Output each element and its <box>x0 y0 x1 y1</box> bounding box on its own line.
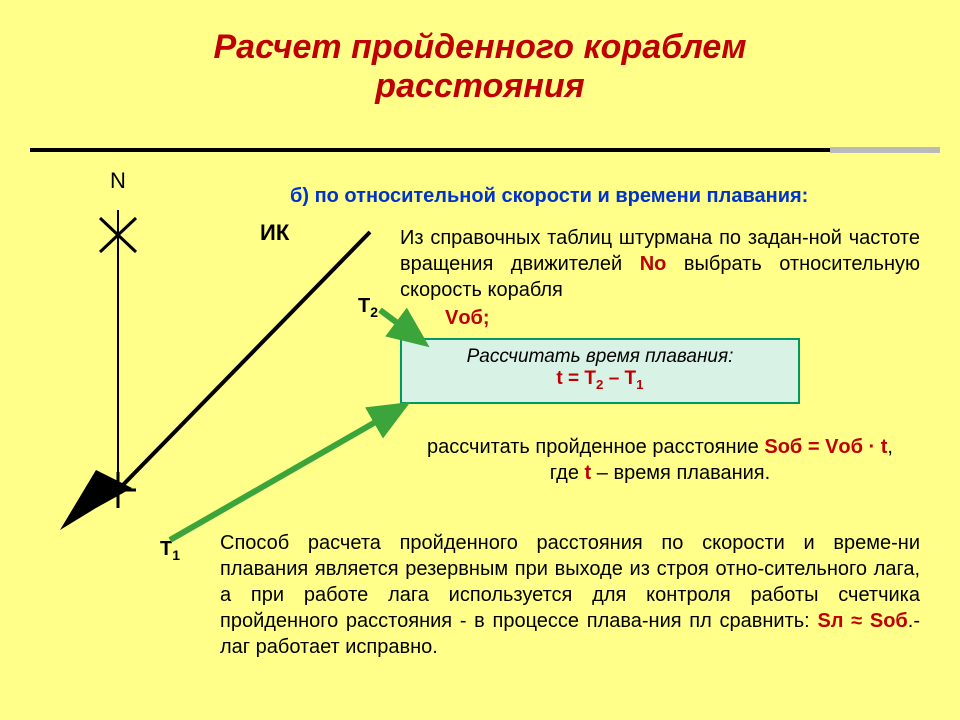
formula-caption: Рассчитать время плавания: <box>406 346 794 368</box>
vob-symbol: Vоб; <box>445 307 490 330</box>
title-line2: расстояния <box>375 67 584 105</box>
label-t1: Т1 <box>160 538 180 563</box>
north-cross-icon <box>100 218 136 252</box>
formula-expression: t = Т2 – Т1 <box>406 368 794 392</box>
title-underline-grey <box>830 147 940 153</box>
ship-icon <box>60 470 132 530</box>
title-line1: Расчет пройденного кораблем <box>213 28 746 66</box>
course-line <box>118 232 370 490</box>
slide-title: Расчет пройденного кораблем расстояния <box>0 0 960 106</box>
label-north: N <box>110 168 126 194</box>
formula-box-time: Рассчитать время плавания: t = Т2 – Т1 <box>400 338 800 404</box>
paragraph-backup-method: Способ расчета пройденного расстояния по… <box>220 530 920 660</box>
arrow-t1-to-box <box>170 408 400 540</box>
label-t2: Т2 <box>358 295 378 320</box>
paragraph-lookup-table: Из справочных таблиц штурмана по задан-н… <box>400 225 920 303</box>
section-b-heading: б) по относительной скорости и времени п… <box>290 185 808 208</box>
paragraph-distance-calc: рассчитать пройденное расстояние Sоб = V… <box>400 434 920 486</box>
title-underline <box>30 148 830 152</box>
arrow-t2-to-box <box>380 310 420 340</box>
label-course: ИК <box>260 220 289 246</box>
north-cross-icon <box>100 218 136 252</box>
